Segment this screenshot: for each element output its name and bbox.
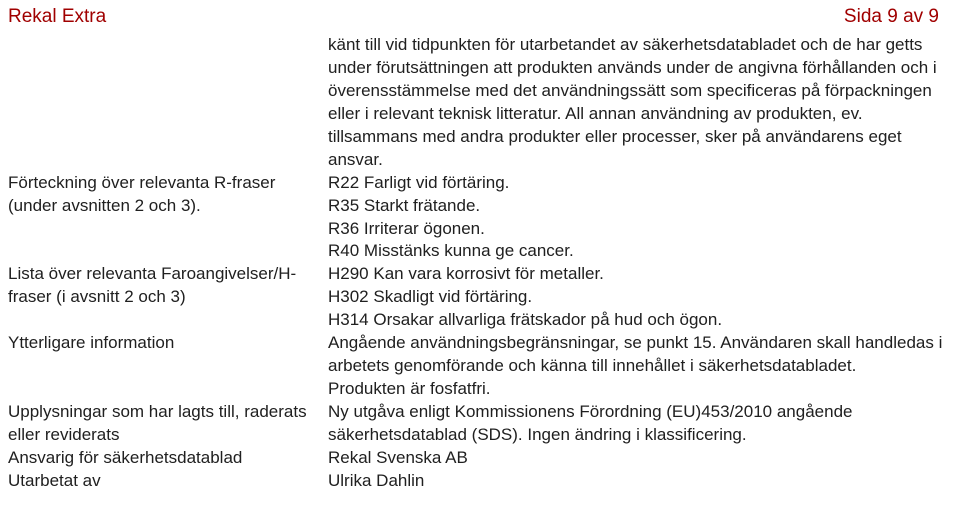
row-utarbetat-label: Utarbetat av [8, 470, 328, 493]
header-page-number: Sida 9 av 9 [844, 6, 941, 28]
row-h-fraser: Lista över relevanta Faroangivelser/H-fr… [8, 263, 947, 332]
value-line: R40 Misstänks kunna ge cancer. [328, 240, 947, 263]
value-line: R35 Starkt frätande. [328, 195, 947, 218]
label-text: Upplysningar som har lagts till, raderat… [8, 401, 318, 447]
row-ytterligare-label: Ytterligare information [8, 332, 328, 355]
page-header: Rekal Extra Sida 9 av 9 [0, 0, 959, 30]
value-line: H302 Skadligt vid förtäring. [328, 286, 947, 309]
row-ansvarig-value: Rekal Svenska AB [328, 447, 947, 470]
row-upplysningar-value: Ny utgåva enligt Kommissionens Förordnin… [328, 401, 947, 447]
value-text: Ny utgåva enligt Kommissionens Förordnin… [328, 401, 947, 447]
row-intro-value: känt till vid tidpunkten för utarbetande… [328, 34, 947, 172]
label-text: Utarbetat av [8, 470, 318, 493]
row-ansvarig: Ansvarig för säkerhetsdatablad Rekal Sve… [8, 447, 947, 470]
row-ansvarig-label: Ansvarig för säkerhetsdatablad [8, 447, 328, 470]
row-utarbetat-value: Ulrika Dahlin [328, 470, 947, 493]
value-text: Ulrika Dahlin [328, 470, 947, 493]
value-text: känt till vid tidpunkten för utarbetande… [328, 34, 947, 172]
label-text: Ytterligare information [8, 332, 318, 355]
row-utarbetat: Utarbetat av Ulrika Dahlin [8, 470, 947, 493]
label-text: Förteckning över relevanta R-fraser (und… [8, 172, 318, 218]
value-line: R36 Irriterar ögonen. [328, 218, 947, 241]
row-h-fraser-label: Lista över relevanta Faroangivelser/H-fr… [8, 263, 328, 309]
row-r-fraser: Förteckning över relevanta R-fraser (und… [8, 172, 947, 264]
row-upplysningar: Upplysningar som har lagts till, raderat… [8, 401, 947, 447]
value-line: Angående användningsbegränsningar, se pu… [328, 332, 947, 378]
row-ytterligare-value: Angående användningsbegränsningar, se pu… [328, 332, 947, 401]
row-upplysningar-label: Upplysningar som har lagts till, raderat… [8, 401, 328, 447]
value-line: Produkten är fosfatfri. [328, 378, 947, 401]
row-ytterligare: Ytterligare information Angående användn… [8, 332, 947, 401]
header-title: Rekal Extra [6, 6, 106, 28]
content-area: känt till vid tidpunkten för utarbetande… [0, 30, 959, 503]
value-line: H290 Kan vara korrosivt för metaller. [328, 263, 947, 286]
value-line: H314 Orsakar allvarliga frätskador på hu… [328, 309, 947, 332]
row-r-fraser-value: R22 Farligt vid förtäring. R35 Starkt fr… [328, 172, 947, 264]
label-text: Ansvarig för säkerhetsdatablad [8, 447, 318, 470]
label-text: Lista över relevanta Faroangivelser/H-fr… [8, 263, 318, 309]
value-text: Rekal Svenska AB [328, 447, 947, 470]
row-intro: känt till vid tidpunkten för utarbetande… [8, 34, 947, 172]
row-r-fraser-label: Förteckning över relevanta R-fraser (und… [8, 172, 328, 218]
row-h-fraser-value: H290 Kan vara korrosivt för metaller. H3… [328, 263, 947, 332]
value-line: R22 Farligt vid förtäring. [328, 172, 947, 195]
